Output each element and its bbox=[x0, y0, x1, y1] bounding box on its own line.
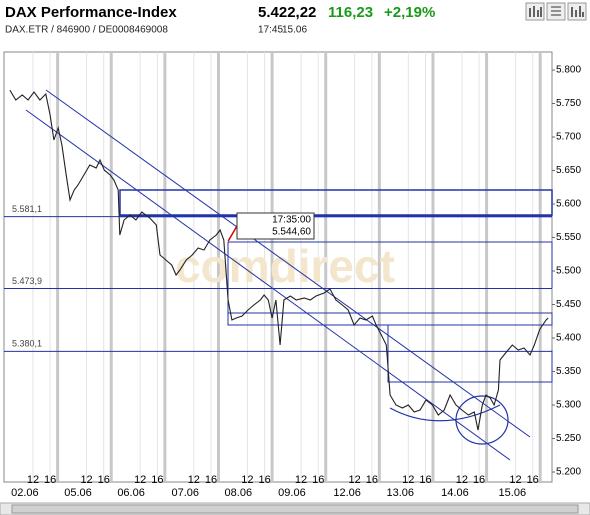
tooltip-time: 17:35:00 bbox=[272, 215, 311, 226]
price: 5.422,22 bbox=[258, 4, 316, 21]
y-tick-label: 5.200 bbox=[556, 467, 581, 478]
price-line bbox=[9, 89, 549, 431]
tooltip-value: 5.544,60 bbox=[272, 227, 311, 238]
date-label: 07.06 bbox=[171, 487, 199, 499]
y-tick-label: 5.300 bbox=[556, 400, 581, 411]
time: 17:45 bbox=[258, 25, 283, 36]
date-label: 12.06 bbox=[333, 487, 361, 499]
y-tick-label: 5.800 bbox=[556, 65, 581, 76]
y-tick-label: 5.350 bbox=[556, 366, 581, 377]
y-tick-label: 5.700 bbox=[556, 132, 581, 143]
x-tick-label: 16 bbox=[151, 474, 163, 486]
date-label: 14.06 bbox=[441, 487, 469, 499]
x-tick-label: 12 bbox=[241, 474, 253, 486]
y-tick-label: 5.650 bbox=[556, 165, 581, 176]
title: DAX Performance-Index bbox=[5, 4, 177, 21]
x-tick-label: 16 bbox=[312, 474, 324, 486]
x-tick-label: 16 bbox=[366, 474, 378, 486]
y-tick-label: 5.550 bbox=[556, 232, 581, 243]
x-tick-label: 16 bbox=[98, 474, 110, 486]
tooltip-marker bbox=[227, 225, 238, 242]
y-tick-label: 5.500 bbox=[556, 266, 581, 277]
change-pct: +2,19% bbox=[384, 4, 435, 21]
ids: DAX.ETR / 846900 / DE0008469008 bbox=[5, 25, 168, 36]
x-tick-label: 12 bbox=[349, 474, 361, 486]
toolbar bbox=[525, 2, 587, 21]
x-tick-label: 16 bbox=[527, 474, 539, 486]
x-tick-label: 12 bbox=[509, 474, 521, 486]
date-label: 15.06 bbox=[499, 487, 527, 499]
ref-label: 5.380,1 bbox=[12, 339, 42, 349]
date: 15.06 bbox=[282, 25, 307, 36]
x-tick-label: 12 bbox=[456, 474, 468, 486]
change: 116,23 bbox=[328, 4, 373, 21]
date-label: 08.06 bbox=[225, 487, 253, 499]
date-label: 05.06 bbox=[64, 487, 92, 499]
ref-label: 5.581,1 bbox=[12, 204, 42, 214]
x-tick-label: 16 bbox=[419, 474, 431, 486]
x-tick-label: 12 bbox=[402, 474, 414, 486]
ref-label: 5.473,9 bbox=[12, 276, 42, 286]
x-tick-label: 12 bbox=[134, 474, 146, 486]
drawings bbox=[25, 89, 553, 461]
x-tick-label: 16 bbox=[258, 474, 270, 486]
y-tick-label: 5.600 bbox=[556, 199, 581, 210]
tooltip-box bbox=[236, 212, 315, 240]
x-tick-label: 12 bbox=[295, 474, 307, 486]
date-label: 02.06 bbox=[11, 487, 39, 499]
y-tick-label: 5.750 bbox=[556, 98, 581, 109]
x-tick-label: 16 bbox=[205, 474, 217, 486]
x-tick-label: 16 bbox=[473, 474, 485, 486]
x-tick-label: 16 bbox=[44, 474, 56, 486]
date-label: 06.06 bbox=[117, 487, 145, 499]
watermark: comdirect bbox=[175, 240, 395, 292]
x-tick-label: 12 bbox=[27, 474, 39, 486]
scroll-thumb[interactable] bbox=[11, 504, 579, 514]
date-label: 13.06 bbox=[386, 487, 414, 499]
date-label: 09.06 bbox=[278, 487, 306, 499]
y-tick-label: 5.400 bbox=[556, 333, 581, 344]
y-tick-label: 5.250 bbox=[556, 433, 581, 444]
plot-area bbox=[3, 51, 553, 483]
y-tick-label: 5.450 bbox=[556, 299, 581, 310]
x-tick-label: 12 bbox=[188, 474, 200, 486]
button[interactable] bbox=[567, 2, 587, 21]
x-tick-label: 12 bbox=[80, 474, 92, 486]
